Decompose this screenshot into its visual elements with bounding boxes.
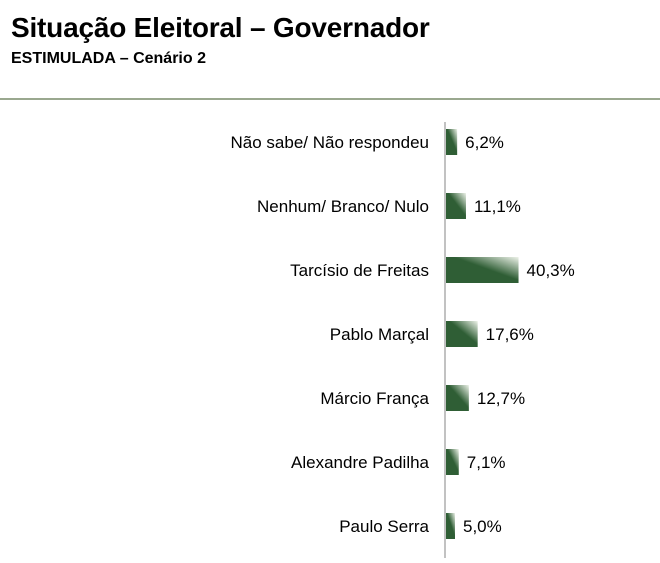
category-label: Pablo Marçal xyxy=(330,325,429,344)
page-subtitle: ESTIMULADA – Cenário 2 xyxy=(11,50,206,67)
page-title: Situação Eleitoral – Governador xyxy=(11,12,430,43)
category-label: Paulo Serra xyxy=(339,517,429,536)
bar xyxy=(446,193,466,219)
category-label: Márcio França xyxy=(320,389,429,408)
value-label: 5,0% xyxy=(463,517,502,536)
value-label: 7,1% xyxy=(467,453,506,472)
bar xyxy=(446,257,519,283)
category-label: Tarcísio de Freitas xyxy=(290,261,429,280)
value-label: 6,2% xyxy=(465,133,504,152)
value-label: 40,3% xyxy=(527,261,575,280)
bar xyxy=(446,129,458,155)
value-label: 17,6% xyxy=(486,325,534,344)
bar xyxy=(446,513,455,539)
category-label: Nenhum/ Branco/ Nulo xyxy=(257,197,429,216)
value-label: 12,7% xyxy=(477,389,525,408)
bar xyxy=(446,449,459,475)
category-label: Não sabe/ Não respondeu xyxy=(231,133,429,152)
bar xyxy=(446,321,478,347)
category-label: Alexandre Padilha xyxy=(291,453,430,472)
value-label: 11,1% xyxy=(474,197,521,216)
header-divider xyxy=(0,98,660,100)
bar xyxy=(446,385,469,411)
